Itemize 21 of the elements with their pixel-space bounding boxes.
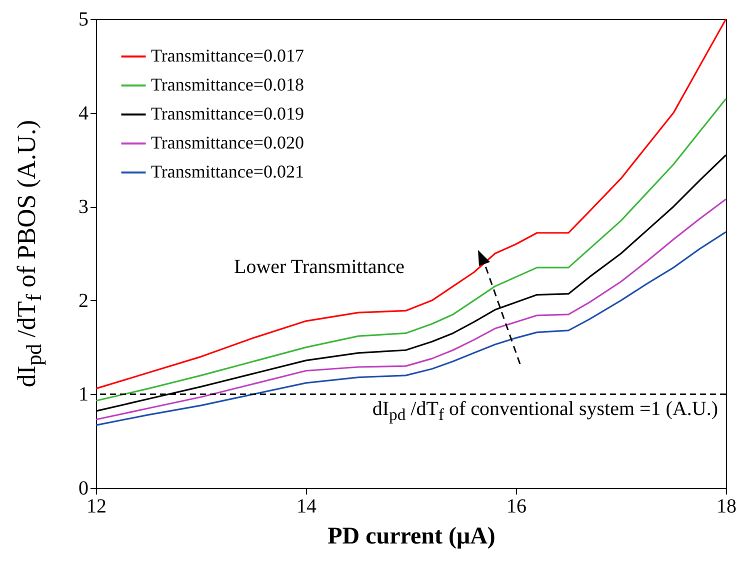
y-tick-label: 4 (78, 102, 88, 124)
x-tick-label: 12 (86, 496, 106, 518)
legend-label: Transmittance=0.019 (151, 104, 304, 124)
line-series (95, 98, 727, 402)
x-tick-label: 18 (716, 496, 736, 518)
y-tick-label: 3 (78, 196, 88, 218)
annotation: Lower Transmittance (234, 256, 405, 279)
legend-label: Transmittance=0.021 (151, 162, 304, 182)
y-tick-label: 2 (78, 290, 88, 312)
ref-line-label: dI$_{pd}$ /dT$_{f}$ of conventional system =1 (A.U.) (372, 398, 718, 426)
line-series (95, 231, 727, 426)
y-tick-label: 1 (78, 384, 88, 406)
x-axis-title: PD current (μA) (328, 524, 496, 550)
legend-label: Transmittance=0.017 (151, 46, 304, 66)
line-series (95, 18, 727, 390)
legend-label: Transmittance=0.018 (151, 74, 304, 94)
y-tick-label: 0 (78, 478, 88, 500)
y-tick-label: 5 (78, 8, 88, 30)
x-tick-label: 14 (296, 496, 316, 518)
x-tick-label: 16 (506, 496, 526, 518)
legend-label: Transmittance=0.020 (151, 132, 304, 152)
